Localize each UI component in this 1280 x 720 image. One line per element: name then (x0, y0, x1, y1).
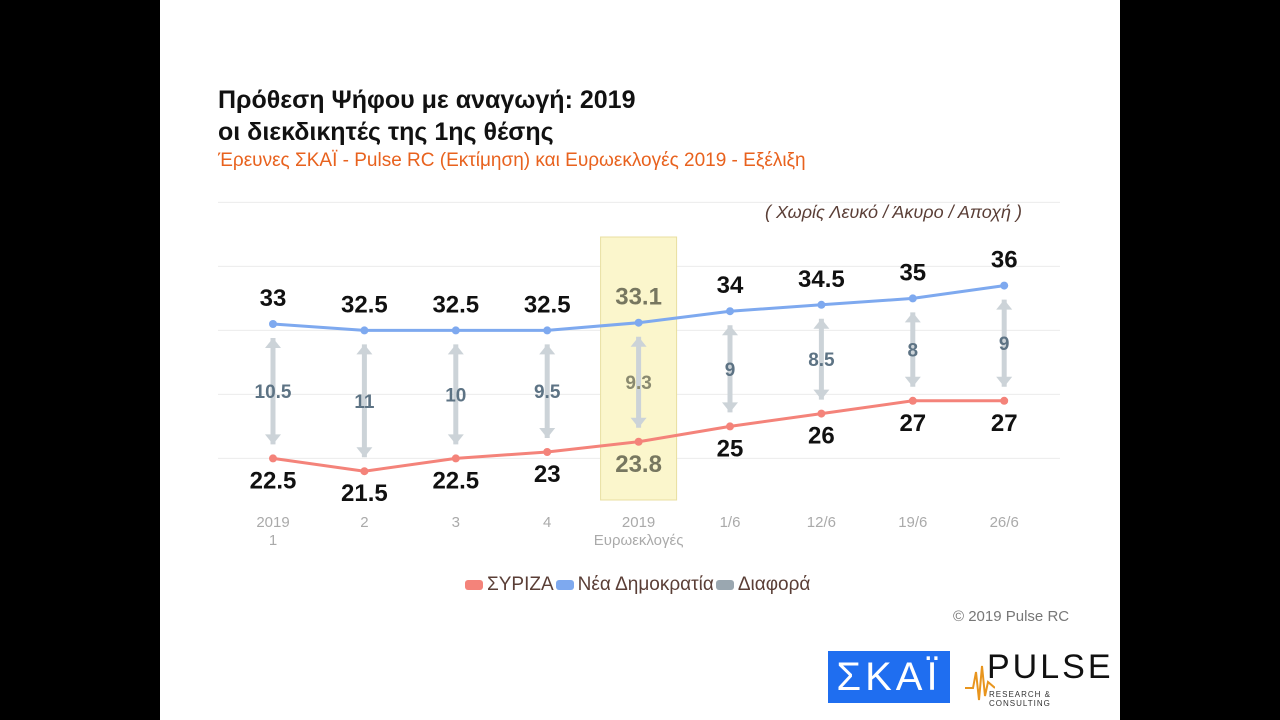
skai-logo: ΣΚΑΪ (828, 651, 950, 703)
legend-swatch (715, 580, 734, 590)
x-tick-label: 4 (543, 514, 551, 531)
data-label: 22.5 (432, 467, 479, 494)
difference-label: 9.3 (625, 373, 651, 394)
arrow-head-down (904, 376, 921, 387)
arrow-head-up (539, 344, 556, 355)
data-point (634, 437, 643, 446)
legend-label: ΣΥΡΙΖΑ (487, 574, 554, 595)
arrow-head-up (722, 325, 738, 336)
data-label: 27 (899, 410, 926, 437)
chart-title: Πρόθεση Ψήφου με αναγωγή: 2019 οι διεκδικ… (218, 84, 635, 148)
arrow-head-down (813, 389, 830, 400)
data-point (269, 320, 277, 328)
arrow-head-up (904, 312, 921, 323)
data-label: 22.5 (250, 467, 297, 494)
data-label: 23.8 (615, 451, 662, 478)
x-tick-label: 26/6 (990, 514, 1019, 531)
legend-label: Διαφορά (737, 574, 811, 595)
data-label: 26 (808, 423, 835, 450)
line-chart: 10.5 11 10 9.5 9.39 8.5 8 922.5 21.5 22.5 23 23.825… (218, 201, 1060, 549)
x-tick-label: 12/6 (807, 514, 836, 531)
x-tick-label: Ευρωεκλογές (594, 532, 684, 549)
arrow-head-up (996, 299, 1013, 310)
arrow-head-down (996, 376, 1013, 387)
data-point (451, 326, 460, 335)
data-point (817, 409, 826, 418)
data-label: 32.5 (432, 291, 479, 318)
data-label: 21.5 (341, 480, 388, 507)
slide: Πρόθεση Ψήφου με αναγωγή: 2019 οι διεκδικ… (160, 0, 1120, 720)
difference-label: 10.5 (255, 382, 292, 403)
legend: ΣΥΡΙΖΑ Νέα Δημοκρατία Διαφορά (465, 574, 810, 596)
data-label: 35 (899, 259, 926, 286)
x-tick-label: 1/6 (720, 514, 741, 531)
arrow-head-up (356, 344, 373, 355)
data-point (726, 307, 734, 316)
data-point (269, 454, 277, 463)
data-point (360, 467, 369, 476)
data-point (908, 396, 917, 405)
x-tick-label: 19/6 (898, 514, 927, 531)
x-tick-label: 2 (360, 514, 368, 531)
pulse-logo: PULSE RESEARCH & CONSULTING (965, 648, 1111, 708)
arrow-head-up (630, 336, 647, 347)
data-point (451, 454, 460, 463)
data-label: 33 (260, 285, 287, 312)
difference-label: 8.5 (808, 350, 835, 371)
x-tick-label: 1 (269, 532, 277, 549)
data-point (1000, 396, 1009, 405)
data-label: 36 (991, 247, 1018, 274)
data-point (908, 294, 917, 303)
legend-label: Νέα Δημοκρατία (577, 574, 714, 595)
arrow-head-down (630, 417, 647, 428)
arrow-head-down (539, 428, 556, 438)
difference-label: 11 (354, 392, 375, 413)
data-label: 34.5 (798, 266, 845, 293)
difference-label: 9 (725, 360, 736, 381)
data-point (543, 448, 552, 456)
data-label: 33.1 (615, 284, 662, 311)
title-line-1: Πρόθεση Ψήφου με αναγωγή: 2019 (218, 86, 636, 114)
legend-swatch (555, 580, 574, 590)
difference-label: 8 (908, 341, 919, 362)
arrow-head-down (356, 447, 373, 458)
difference-label: 9 (999, 334, 1010, 355)
pulse-wave-icon (965, 665, 995, 701)
data-label: 23 (534, 461, 561, 488)
data-point (726, 422, 734, 431)
data-point (817, 300, 826, 309)
chart-subtitle: Έρευνες ΣΚΑΪ - Pulse RC (Εκτίμηση) και Ε… (218, 150, 806, 171)
arrow-head-up (447, 344, 464, 355)
legend-swatch (465, 580, 483, 590)
arrow-head-down (265, 434, 281, 445)
x-tick-label: 2019 (622, 514, 655, 531)
data-label: 32.5 (524, 291, 571, 318)
data-label: 27 (991, 410, 1018, 437)
arrow-head-up (265, 338, 281, 348)
arrow-head-down (722, 402, 738, 413)
data-label: 32.5 (341, 291, 388, 318)
data-point (1000, 281, 1009, 290)
x-tick-label: 3 (452, 514, 460, 531)
data-point (543, 326, 552, 335)
data-point (634, 318, 643, 327)
arrow-head-down (447, 434, 464, 445)
data-label: 34 (717, 272, 744, 299)
difference-label: 10 (445, 385, 466, 406)
title-line-2: οι διεκδικητές της 1ης θέσης (218, 118, 554, 146)
copyright: © 2019 Pulse RC (953, 608, 1070, 625)
chart-note: ( Χωρίς Λευκό / Άκυρο / Αποχή ) (765, 202, 1023, 222)
arrow-head-up (813, 318, 830, 329)
data-label: 25 (717, 435, 744, 462)
difference-label: 9.5 (534, 382, 561, 403)
x-tick-label: 2019 (256, 514, 289, 531)
data-point (360, 326, 369, 335)
